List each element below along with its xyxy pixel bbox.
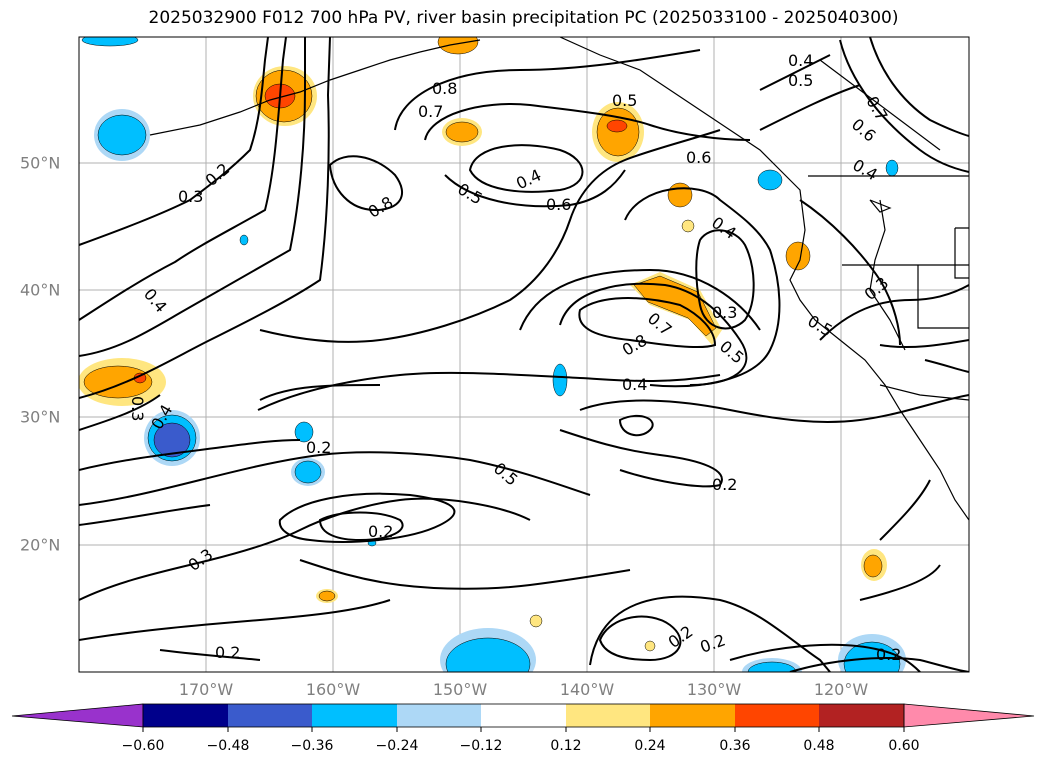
precip-patch bbox=[644, 640, 656, 652]
lon-label-150w: 150°W bbox=[432, 680, 488, 699]
contour-label: 0.6 bbox=[686, 148, 711, 167]
colorbar-tick-label: −0.36 bbox=[290, 738, 334, 754]
lon-label-160w: 160°W bbox=[305, 680, 361, 699]
colorbar-extend-high bbox=[903, 703, 1035, 728]
contour-label: 0.2 bbox=[368, 522, 393, 541]
colorbar-tick-label: −0.60 bbox=[121, 738, 165, 754]
precip-patch bbox=[445, 637, 531, 672]
precip-patch bbox=[885, 159, 899, 177]
precip-patch bbox=[757, 169, 783, 191]
precip-patch bbox=[294, 460, 322, 484]
precip-patch bbox=[747, 661, 797, 672]
precip-patch bbox=[681, 219, 695, 233]
precip-patch bbox=[81, 37, 139, 47]
colorbar-segment bbox=[143, 704, 228, 727]
precip-patch bbox=[529, 614, 543, 628]
colorbar-extend-low bbox=[11, 703, 144, 728]
lat-label-40n: 40°N bbox=[20, 280, 61, 300]
colorbar bbox=[11, 703, 1035, 732]
colorbar-tick-label: 0.36 bbox=[719, 738, 751, 754]
contour-label: 0.2 bbox=[712, 475, 737, 494]
precip-patch bbox=[552, 363, 568, 397]
lon-label-120w: 120°W bbox=[813, 680, 869, 699]
colorbar-segment bbox=[228, 704, 313, 727]
precip-patch bbox=[667, 182, 693, 208]
precip-patch bbox=[153, 422, 191, 458]
precip-patches bbox=[79, 37, 906, 672]
precip-patch bbox=[843, 641, 901, 672]
lat-label-20n: 20°N bbox=[20, 535, 61, 555]
coastlines bbox=[149, 37, 969, 521]
contour-label: 0.3 bbox=[712, 303, 737, 322]
contour-label: 0.2 bbox=[215, 643, 240, 662]
contour-label: 0.5 bbox=[612, 91, 637, 110]
colorbar-tick-label: −0.24 bbox=[375, 738, 419, 754]
precip-patch bbox=[318, 590, 336, 602]
colorbar-segment bbox=[735, 704, 820, 727]
contour-label: 0.7 bbox=[418, 102, 443, 121]
pv-contours bbox=[79, 37, 969, 672]
lat-label-50n: 50°N bbox=[20, 153, 61, 173]
contour-label: 0.5 bbox=[788, 71, 813, 90]
precip-patch bbox=[863, 554, 883, 578]
map-frame bbox=[78, 36, 970, 673]
precip-patch bbox=[445, 121, 479, 143]
lon-label-170w: 170°W bbox=[178, 680, 234, 699]
colorbar-segment bbox=[397, 704, 482, 727]
contour-label: 0.4 bbox=[622, 375, 647, 394]
contour-label: 0.3 bbox=[178, 187, 203, 206]
colorbar-segment bbox=[650, 704, 735, 727]
precip-patch bbox=[97, 114, 147, 156]
colorbar-segment bbox=[481, 704, 566, 727]
lat-label-30n: 30°N bbox=[20, 407, 61, 427]
colorbar-tick-label: 0.24 bbox=[634, 738, 666, 754]
precip-patch bbox=[239, 234, 249, 246]
colorbar-segment bbox=[566, 704, 651, 727]
colorbar-segment bbox=[819, 704, 904, 727]
contour-label: 0.4 bbox=[788, 51, 813, 70]
colorbar-tick-label: −0.12 bbox=[459, 738, 503, 754]
map-title: 2025032900 F012 700 hPa PV, river basin … bbox=[148, 8, 899, 28]
precip-patch bbox=[606, 119, 628, 133]
colorbar-tick-label: 0.48 bbox=[803, 738, 835, 754]
contour-label: 0.6 bbox=[546, 195, 571, 214]
lon-label-140w: 140°W bbox=[559, 680, 615, 699]
map-area: 0.4 0.5 0.8 0.7 0.5 0.2 0.3 0.8 0.5 0.4 … bbox=[79, 37, 969, 672]
colorbar-tick-label: −0.48 bbox=[206, 738, 250, 754]
precip-patch bbox=[294, 421, 314, 443]
precip-patch bbox=[83, 365, 153, 399]
gridlines bbox=[79, 37, 969, 672]
contour-label: 0.8 bbox=[432, 79, 457, 98]
lon-label-130w: 130°W bbox=[686, 680, 742, 699]
precip-patch bbox=[785, 241, 811, 271]
precip-patch bbox=[437, 37, 479, 55]
contour-label: 0.2 bbox=[306, 438, 331, 457]
contour-label: 0.2 bbox=[876, 645, 901, 664]
colorbar-tick-label: 0.60 bbox=[888, 738, 920, 754]
contour-label: 0.3 bbox=[128, 396, 147, 421]
colorbar-tick-label: 0.12 bbox=[550, 738, 582, 754]
colorbar-segment bbox=[312, 704, 397, 727]
